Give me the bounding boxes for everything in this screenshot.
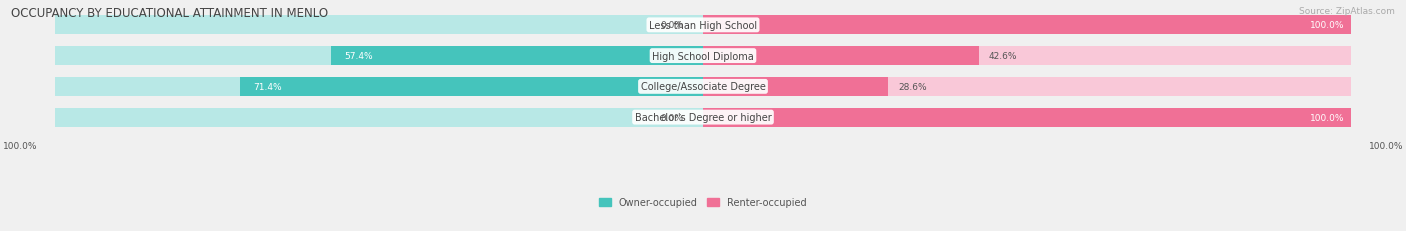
Bar <box>703 108 1351 127</box>
Bar <box>703 108 1351 127</box>
Bar <box>55 47 703 66</box>
Text: 100.0%: 100.0% <box>1310 21 1346 30</box>
Text: 28.6%: 28.6% <box>898 82 927 91</box>
Bar <box>240 77 703 97</box>
Text: 100.0%: 100.0% <box>3 142 38 150</box>
Bar <box>55 108 703 127</box>
Bar <box>330 47 703 66</box>
Bar <box>703 77 1351 97</box>
Bar <box>703 77 889 97</box>
Bar <box>703 47 979 66</box>
Text: Source: ZipAtlas.com: Source: ZipAtlas.com <box>1299 7 1395 16</box>
Text: OCCUPANCY BY EDUCATIONAL ATTAINMENT IN MENLO: OCCUPANCY BY EDUCATIONAL ATTAINMENT IN M… <box>11 7 329 20</box>
Bar <box>55 16 703 35</box>
Text: 57.4%: 57.4% <box>344 52 373 61</box>
Text: 0.0%: 0.0% <box>661 21 683 30</box>
Text: 42.6%: 42.6% <box>988 52 1018 61</box>
Text: Less than High School: Less than High School <box>650 21 756 31</box>
Bar <box>703 16 1351 35</box>
Bar <box>55 77 703 97</box>
Legend: Owner-occupied, Renter-occupied: Owner-occupied, Renter-occupied <box>599 198 807 207</box>
Text: College/Associate Degree: College/Associate Degree <box>641 82 765 92</box>
Bar <box>703 47 1351 66</box>
Text: 71.4%: 71.4% <box>253 82 281 91</box>
Text: 100.0%: 100.0% <box>1310 113 1346 122</box>
Text: Bachelor's Degree or higher: Bachelor's Degree or higher <box>634 113 772 123</box>
Bar <box>703 16 1351 35</box>
Text: 100.0%: 100.0% <box>1368 142 1403 150</box>
Text: 0.0%: 0.0% <box>661 113 683 122</box>
Text: High School Diploma: High School Diploma <box>652 51 754 61</box>
